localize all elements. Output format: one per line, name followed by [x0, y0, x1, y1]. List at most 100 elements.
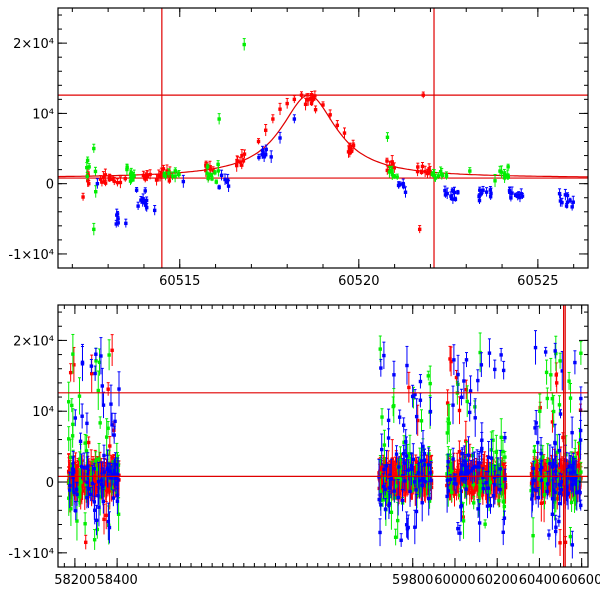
marker	[94, 459, 98, 463]
data-point	[393, 528, 398, 546]
data-point	[132, 169, 136, 182]
marker	[426, 463, 431, 467]
data-point	[104, 418, 109, 456]
data-point	[404, 429, 408, 454]
marker	[89, 490, 94, 494]
marker	[520, 194, 525, 198]
data-point	[69, 438, 73, 476]
marker	[506, 173, 510, 177]
marker	[69, 481, 73, 485]
marker	[453, 197, 458, 202]
marker	[271, 117, 275, 121]
marker	[223, 177, 227, 182]
marker	[118, 180, 123, 185]
marker	[95, 527, 100, 532]
marker	[420, 501, 424, 505]
marker	[115, 481, 119, 485]
marker	[346, 150, 351, 154]
marker	[75, 492, 79, 497]
data-point	[92, 529, 97, 550]
marker	[464, 388, 468, 392]
marker	[313, 107, 318, 112]
data-point	[403, 470, 407, 492]
marker	[177, 172, 181, 177]
marker	[427, 469, 432, 473]
data-point	[209, 172, 214, 178]
marker	[143, 189, 147, 193]
marker	[449, 359, 453, 364]
data-point	[328, 109, 332, 120]
data-point	[103, 179, 108, 187]
marker	[321, 103, 325, 107]
data-point	[103, 168, 108, 181]
data-point	[94, 185, 98, 198]
data-point	[113, 412, 117, 430]
data-point	[306, 93, 310, 106]
marker	[115, 180, 120, 185]
marker	[67, 437, 71, 441]
marker	[405, 471, 410, 476]
marker	[383, 487, 387, 492]
marker	[115, 493, 119, 498]
marker	[399, 485, 403, 489]
marker	[98, 177, 103, 181]
marker	[457, 408, 462, 413]
data-point	[85, 162, 89, 173]
marker	[570, 205, 574, 209]
data-point	[217, 113, 221, 125]
marker	[167, 171, 171, 175]
marker	[103, 173, 108, 177]
marker	[413, 392, 417, 397]
data-point	[421, 91, 425, 99]
marker	[450, 188, 455, 193]
marker	[401, 452, 406, 456]
marker	[456, 190, 460, 195]
data-point	[416, 463, 421, 482]
marker	[484, 190, 489, 194]
marker	[406, 468, 411, 472]
marker	[145, 174, 150, 178]
marker	[116, 472, 120, 477]
marker	[427, 485, 432, 489]
marker	[380, 447, 384, 452]
marker	[414, 414, 419, 419]
marker	[204, 168, 208, 173]
data-point	[507, 187, 512, 194]
data-point	[154, 174, 159, 186]
data-point	[112, 458, 117, 488]
marker	[102, 517, 106, 522]
data-point	[394, 445, 399, 463]
marker	[217, 185, 221, 190]
marker	[377, 497, 381, 502]
marker	[104, 435, 109, 439]
data-point	[141, 170, 146, 180]
marker	[394, 452, 399, 456]
data-point	[145, 202, 149, 212]
data-point	[70, 463, 75, 475]
data-point	[385, 132, 390, 142]
marker	[292, 117, 297, 121]
data-point	[477, 196, 482, 205]
marker	[78, 439, 83, 444]
marker	[217, 117, 221, 121]
data-point	[285, 97, 289, 109]
marker	[163, 174, 168, 178]
marker	[507, 189, 512, 193]
marker	[107, 353, 111, 357]
marker	[71, 352, 75, 356]
data-point	[509, 193, 513, 202]
marker	[90, 481, 95, 486]
marker	[96, 479, 101, 484]
marker	[382, 443, 387, 447]
data-point	[392, 360, 396, 389]
marker	[92, 538, 97, 542]
data-point	[143, 172, 148, 182]
data-point	[383, 498, 388, 520]
data-point	[413, 389, 417, 400]
marker	[103, 481, 108, 486]
data-point	[378, 335, 382, 363]
axis-frame	[57, 7, 589, 269]
marker	[382, 353, 386, 358]
marker	[404, 476, 408, 481]
marker	[509, 196, 513, 200]
